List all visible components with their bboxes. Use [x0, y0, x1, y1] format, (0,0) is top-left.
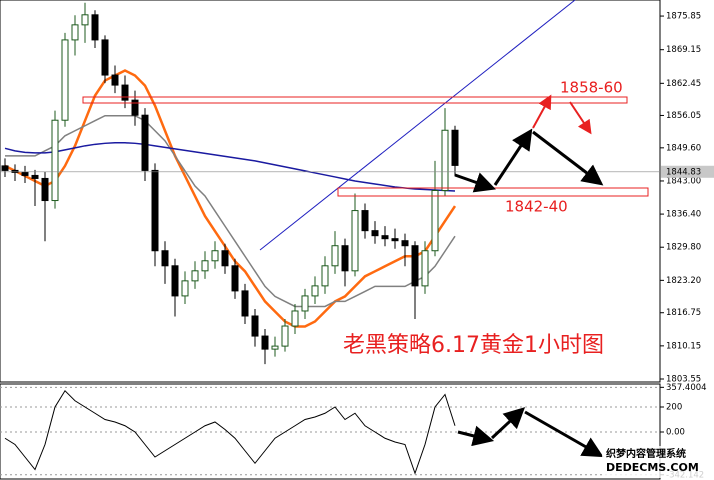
candle-body [371, 230, 379, 237]
y-tick-label: 200 [666, 403, 682, 413]
candle-body [131, 99, 139, 116]
candle-body [181, 280, 189, 297]
series-line [4, 142, 456, 192]
candle-body [91, 14, 99, 41]
arrow [569, 101, 592, 135]
candle-body [421, 250, 429, 287]
candle-body [411, 245, 419, 287]
y-tick-label: 1829.80 [666, 243, 701, 253]
candle-body [71, 24, 79, 41]
watermark-bg [602, 446, 712, 478]
candle-body [161, 250, 169, 267]
candle-body [251, 315, 259, 337]
candle-body [351, 210, 359, 272]
candle-body [441, 129, 449, 191]
last-price-label: 1844.83 [666, 167, 701, 177]
arrow [524, 410, 604, 458]
candle-body [231, 265, 239, 292]
arrow [454, 172, 496, 193]
arrow [532, 130, 604, 186]
candle-body [211, 250, 219, 262]
candle-body [151, 169, 159, 252]
candle-body [361, 210, 369, 232]
arrow [493, 128, 533, 186]
watermark: DEDECMS.COM [606, 461, 699, 474]
candle-body [301, 295, 309, 312]
candle-body [281, 325, 289, 347]
candle-body [191, 270, 199, 282]
arrow [457, 425, 495, 447]
y-tick-label: 1803.55 [666, 374, 701, 384]
candle-body [201, 260, 209, 272]
arrow [532, 94, 552, 129]
candle-body [241, 290, 249, 317]
y-tick-label: 0.00 [666, 428, 685, 438]
y-tick-label: 1849.60 [666, 143, 701, 153]
candle-body [111, 74, 119, 86]
last-price-box [661, 165, 714, 178]
candle-body [51, 119, 59, 202]
main-frame [0, 0, 661, 383]
y-tick-label: 1856.05 [666, 111, 701, 121]
candle-body [31, 174, 39, 179]
arrow [490, 407, 526, 440]
candle-body [451, 129, 459, 166]
candle-body [41, 177, 49, 202]
zone-box [82, 96, 628, 104]
candle-body [221, 250, 229, 267]
y-tick-label: 1823.20 [666, 276, 701, 286]
candle-body [431, 189, 439, 252]
candle-body [1, 165, 9, 171]
y-tick-label: 1869.15 [666, 45, 701, 55]
y-tick-label: 1810.15 [666, 341, 701, 351]
y-tick-label: 1843.00 [666, 176, 701, 186]
series-line [4, 389, 456, 475]
y-tick-label: 1816.75 [666, 308, 701, 318]
series-line [4, 69, 457, 328]
y-tick-label: 1862.45 [666, 79, 701, 89]
candle-body [81, 14, 89, 26]
annotation: 1858-60 [560, 79, 623, 97]
y-tick-label: 1875.85 [666, 12, 701, 22]
candle-body [101, 39, 109, 76]
candle-body [291, 310, 299, 327]
candle-body [391, 238, 399, 242]
candle-body [401, 240, 409, 247]
candle-body [261, 335, 269, 350]
candle-body [341, 245, 349, 272]
series-line [5, 114, 456, 308]
candle-body [311, 285, 319, 297]
candle-body [141, 114, 149, 171]
annotation: 老黑策略6.17黄金1小时图 [343, 333, 604, 358]
candle-body [21, 171, 29, 176]
candle-body [321, 265, 329, 287]
candle-body [171, 265, 179, 297]
y-tick-label: 1836.40 [666, 210, 701, 220]
candle-body [121, 84, 129, 101]
annotation: 1842-40 [505, 198, 568, 216]
y-tick-label: 357.4004 [666, 383, 707, 393]
candle-body [331, 245, 339, 267]
candle-body [11, 169, 19, 173]
trend-line [259, 0, 576, 251]
candle-body [271, 345, 279, 350]
zone-box [337, 187, 649, 197]
candle-body [381, 235, 389, 240]
candle-body [61, 39, 69, 121]
watermark: 织梦内容管理系统 [606, 447, 686, 460]
